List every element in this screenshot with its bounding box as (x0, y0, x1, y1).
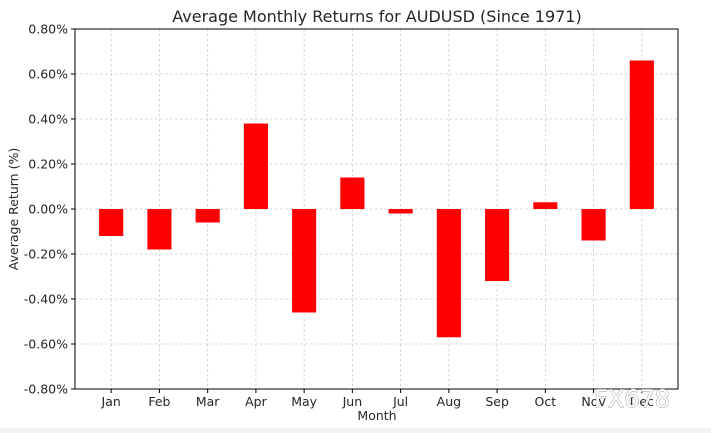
y-tick-label: -0.60% (24, 337, 68, 352)
x-tick-label: Jul (392, 394, 408, 409)
bottom-strip (0, 428, 711, 433)
bar-oct (533, 202, 558, 209)
x-axis-label: Month (357, 408, 396, 423)
bar-aug (436, 209, 461, 338)
bar-sep (485, 209, 510, 281)
y-tick-label: 0.80% (28, 22, 68, 37)
bar-jan (99, 209, 124, 236)
x-tick-label: Mar (196, 394, 220, 409)
y-axis: -0.80% -0.60% -0.40% -0.20% 0.00% 0.20% 0.40% 0… (24, 22, 75, 397)
y-tick-label: -0.20% (24, 247, 68, 262)
bars (99, 60, 654, 338)
x-tick-label: Feb (148, 394, 170, 409)
x-tick-label: Aug (437, 394, 461, 409)
y-axis-label: Average Return (%) (6, 148, 21, 270)
x-tick-label: Jun (342, 394, 363, 409)
y-tick-label: 0.60% (28, 67, 68, 82)
bar-jul (388, 209, 413, 214)
bar-apr (243, 123, 268, 209)
x-tick-label: Sep (485, 394, 509, 409)
y-tick-label: -0.80% (24, 382, 68, 397)
x-tick-label: Nov (581, 394, 606, 409)
x-tick-label: Dec (630, 394, 654, 409)
bar-dec (629, 60, 654, 209)
x-tick-label: Apr (245, 394, 267, 409)
x-axis: Jan Feb Mar Apr May Jun Jul Aug Sep Oct Nov Dec (101, 389, 654, 409)
y-tick-label: 0.20% (28, 157, 68, 172)
x-tick-label: Oct (535, 394, 557, 409)
y-tick-label: -0.40% (24, 292, 68, 307)
y-tick-label: 0.00% (28, 202, 68, 217)
chart-title: Average Monthly Returns for AUDUSD (Sinc… (172, 7, 581, 26)
bar-may (292, 209, 317, 313)
x-tick-label: May (291, 394, 317, 409)
bar-feb (147, 209, 172, 250)
bar-nov (581, 209, 606, 241)
bar-jun (340, 177, 365, 209)
x-tick-label: Jan (101, 394, 121, 409)
watermark-logo: FX678 (594, 385, 670, 413)
bar-mar (195, 209, 220, 223)
y-tick-label: 0.40% (28, 112, 68, 127)
